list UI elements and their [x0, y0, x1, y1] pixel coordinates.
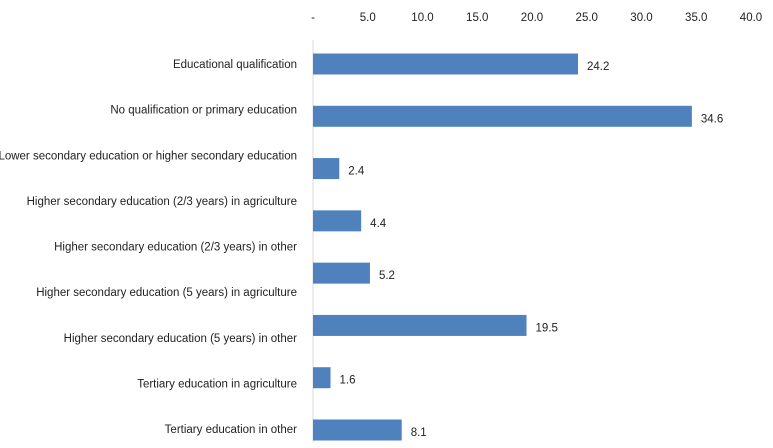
- y-tick-label: No qualification or primary education: [110, 105, 297, 117]
- data-label: 5.2: [379, 270, 395, 282]
- x-tick-label: 35.0: [685, 12, 707, 24]
- x-tick-label: 30.0: [630, 12, 652, 24]
- bar: [313, 105, 692, 127]
- y-tick-label: Tertiary education in agriculture: [137, 378, 297, 390]
- y-tick-label: Tertiary education in other: [165, 424, 297, 436]
- bar: [313, 314, 527, 336]
- y-tick-label: Higher secondary education (5 years) in …: [36, 287, 297, 299]
- bar: [313, 419, 402, 441]
- x-tick-label: -: [311, 12, 315, 24]
- data-label: 2.4: [348, 166, 365, 178]
- bar: [313, 53, 578, 75]
- y-tick-label: Higher secondary education (5 years) in …: [64, 333, 297, 345]
- data-label: 24.2: [587, 61, 609, 73]
- data-label: 34.6: [701, 113, 723, 125]
- bar: [313, 158, 340, 180]
- y-tick-label: Higher secondary education (2/3 years) i…: [54, 242, 297, 254]
- x-tick-label: 15.0: [466, 12, 488, 24]
- bar: [313, 262, 370, 284]
- data-label: 1.6: [340, 375, 356, 387]
- x-tick-label: 40.0: [740, 12, 762, 24]
- y-tick-label: Lower secondary education or higher seco…: [0, 150, 297, 162]
- x-tick-label: 5.0: [360, 12, 376, 24]
- data-label: 8.1: [411, 427, 427, 439]
- data-label: 4.4: [370, 218, 387, 230]
- data-label: 19.5: [536, 322, 558, 334]
- bar: [313, 367, 331, 389]
- bar: [313, 210, 362, 232]
- y-tick-label: Higher secondary education (2/3 years) i…: [27, 196, 297, 208]
- x-tick-label: 20.0: [521, 12, 543, 24]
- y-tick-label: Educational qualification: [173, 59, 297, 71]
- x-tick-label: 10.0: [411, 12, 433, 24]
- x-tick-label: 25.0: [576, 12, 598, 24]
